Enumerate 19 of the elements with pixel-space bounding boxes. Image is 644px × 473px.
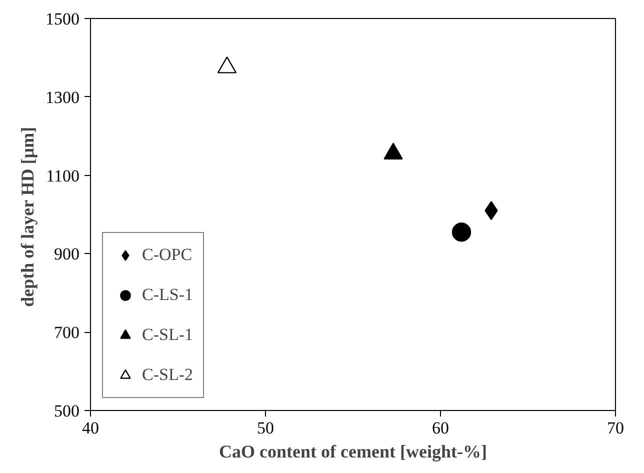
legend-label: C-OPC — [142, 245, 192, 265]
y-tick-label: 900 — [54, 244, 80, 264]
y-tick-label: 500 — [54, 402, 80, 420]
x-axis-title: CaO content of cement [weight-%] — [219, 442, 487, 462]
point — [217, 56, 237, 74]
x-tick-label: 40 — [82, 418, 99, 438]
y-tick-label: 1300 — [46, 88, 80, 107]
y-tick-label: 1500 — [46, 10, 80, 28]
legend-label: C-LS-1 — [142, 285, 193, 305]
x-tick-label: 70 — [607, 418, 624, 438]
y-tick-label: 1100 — [46, 166, 80, 186]
x-tick-label: 50 — [257, 418, 274, 438]
point — [384, 142, 403, 160]
x-tick-label: 60 — [432, 418, 449, 438]
y-axis-title: depth of layer HD [µm] — [18, 126, 38, 307]
point — [452, 222, 472, 242]
y-tick-label: 700 — [54, 323, 80, 342]
legend-label: C-SL-1 — [142, 325, 193, 345]
legend-label: C-SL-2 — [142, 365, 193, 385]
